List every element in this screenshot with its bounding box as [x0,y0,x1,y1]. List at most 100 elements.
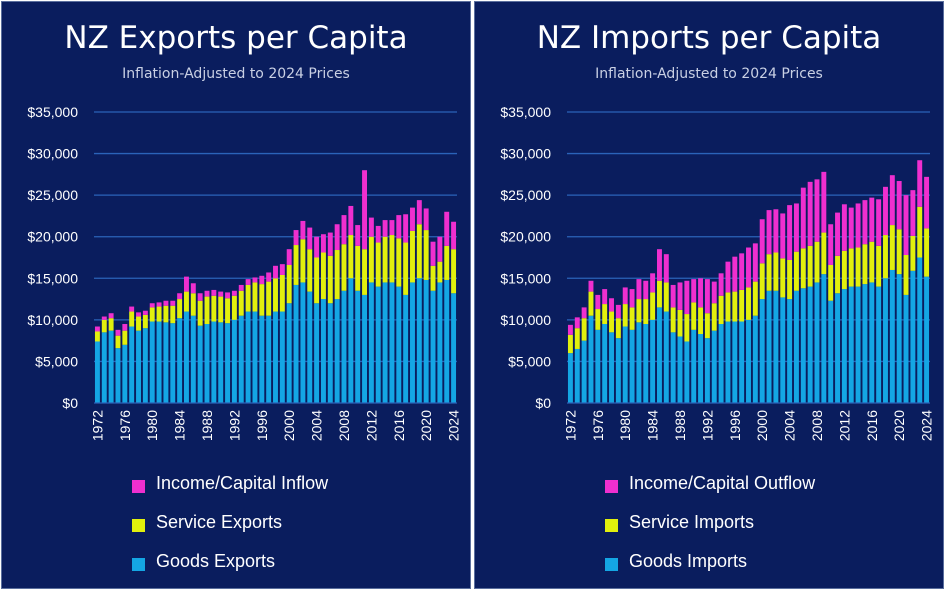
bar-segment [389,282,395,403]
legend-swatch-goods [605,558,618,571]
bar-segment [115,348,121,403]
y-tick-label: $10,000 [27,312,78,328]
bar-segment [657,249,662,281]
legend-swatch-goods [132,558,145,571]
bar-segment [368,236,374,283]
bar-segment [684,341,690,403]
bar-segment [416,278,422,403]
bar-segment [334,250,340,300]
bar-segment [327,303,333,403]
bar-segment [362,249,367,295]
y-tick-label: $0 [62,395,78,411]
x-tick-label: 2016 [391,410,407,441]
bar-segment [320,252,326,300]
bar-segment [238,315,244,403]
exports-panel: $0 $5,000 $10,000 $15,000 $20,000 $25,000 $30,… [1,1,471,589]
x-tick-label: 1984 [172,410,188,441]
bar-segment [766,290,772,403]
bar-segment [657,307,662,403]
bar-segment [883,186,888,236]
bar-segment [704,338,710,403]
legend-label: Goods Imports [629,551,748,571]
bar-segment [766,210,772,255]
bar-segment [225,323,231,403]
bar-segment [170,323,176,403]
bar-segment [231,295,237,320]
bar-segment [238,284,244,291]
bar-segment [855,203,861,248]
legend-swatch-service [605,519,618,532]
bar-segment [841,250,847,290]
bar-segment [286,303,292,403]
bar-segment [142,314,148,329]
bar-segment [835,255,840,294]
bar-segment [122,344,128,403]
bar-segment [663,311,669,403]
bar-segment [814,241,820,283]
bar-segment [876,199,882,246]
bar-segment [752,243,758,282]
bar-segment [732,256,738,292]
bar-segment [739,289,745,322]
x-tick-label: 1972 [562,410,578,441]
bar-segment [190,315,196,403]
bar-segment [245,279,251,285]
bar-segment [917,257,923,403]
legend-swatch-income [605,480,618,493]
y-tick-label: $35,000 [500,104,551,120]
bar-segment [197,325,203,403]
bar-segment [711,330,717,403]
bar-segment [793,203,799,252]
bar-segment [821,274,827,403]
bar-segment [444,211,450,246]
bar-segment [807,286,813,403]
bar-segment [704,279,710,314]
bar-segment [149,307,155,322]
bar-segment [307,249,313,292]
bar-segment [94,341,100,403]
bar-segment [602,304,608,325]
bar-segment [423,279,429,403]
bar-segment [307,291,313,403]
bar-segment [115,335,121,349]
bar-segment [300,282,306,403]
bar-segment [773,252,779,291]
bar-segment [862,244,868,285]
bar-segment [204,290,210,297]
y-tick-label: $15,000 [500,270,551,286]
bar-segment [835,293,840,403]
bar-segment [129,306,135,312]
bar-segment [382,220,388,237]
bar-segment [403,214,409,243]
bar-segment [718,324,724,403]
bar-segment [279,264,285,275]
bar-segment [896,229,902,275]
bar-segment [122,330,128,345]
x-tick-label: 1980 [144,410,160,441]
bar-segment [389,235,395,283]
bar-segment [300,239,306,283]
bar-segment [711,303,717,331]
bar-segment [855,247,861,287]
imports-subtitle: Inflation-Adjusted to 2024 Prices [595,66,823,82]
bar-segment [807,245,813,287]
bar-segment [444,279,450,403]
bar-segment [595,294,601,310]
x-tick-label: 2020 [418,410,434,441]
bar-segment [238,290,244,316]
bar-segment [430,290,436,403]
bar-segment [286,264,292,304]
bar-segment [602,289,608,305]
bar-segment [245,284,251,312]
bar-segment [94,331,100,342]
bar-segment [211,321,217,403]
bar-segment [156,306,162,322]
bar-segment [588,315,594,403]
bar-segment [574,317,580,329]
legend-swatch-income [132,480,145,493]
bar-segment [876,245,882,287]
bar-segment [581,318,587,341]
bar-segment [588,280,594,292]
bar-segment [855,286,861,403]
bar-segment [115,329,121,336]
